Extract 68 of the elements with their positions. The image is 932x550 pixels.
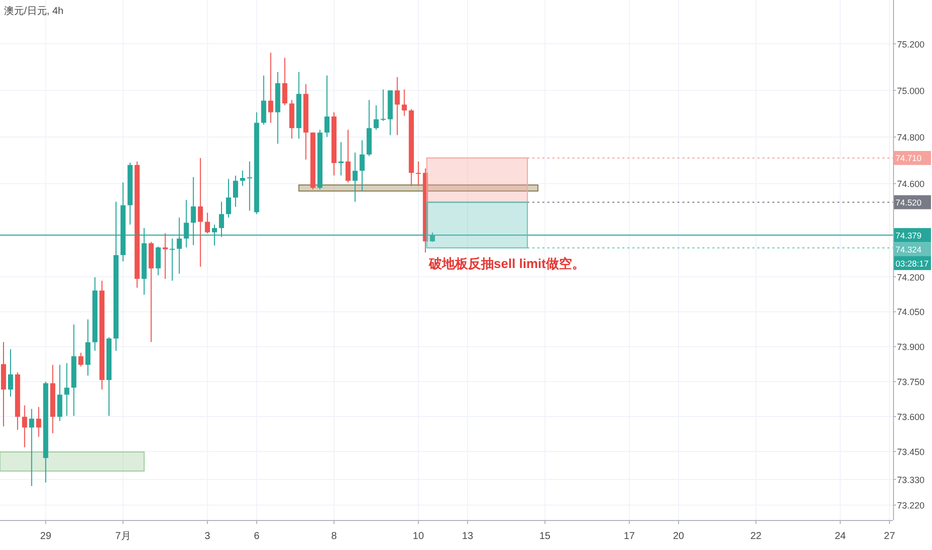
candlestick [212, 224, 217, 246]
candlestick [380, 88, 386, 122]
ref-line-label: 74.520 [896, 197, 922, 208]
candlestick [184, 199, 189, 248]
candlestick [22, 404, 28, 448]
candlestick [170, 238, 175, 282]
y-tick-label: 73.330 [897, 474, 925, 485]
candlestick [64, 362, 70, 416]
x-tick-label: 15 [539, 531, 551, 542]
candlestick [240, 170, 246, 186]
candlestick [198, 157, 203, 268]
x-tick-label: 7月 [115, 531, 131, 542]
candlestick [247, 160, 252, 212]
candlestick [226, 178, 232, 218]
candlestick [324, 74, 330, 138]
x-tick-label: 6 [254, 531, 260, 542]
candlestick [156, 246, 161, 276]
y-tick-label: 73.220 [897, 500, 925, 511]
x-tick-label: 17 [624, 531, 636, 542]
candlestick [352, 152, 358, 202]
candlestick [162, 232, 168, 280]
candlestick [204, 212, 210, 234]
candlestick [282, 57, 288, 106]
candlestick [233, 175, 238, 208]
candlestick [360, 140, 365, 192]
y-tick-label: 73.450 [897, 447, 925, 458]
ref-line-label: 74.379 [896, 230, 922, 240]
candlestick [176, 217, 182, 274]
x-tick-label: 10 [412, 531, 424, 542]
candlestick [430, 232, 435, 242]
candlestick [338, 142, 344, 176]
y-tick-label: 74.800 [897, 132, 925, 142]
x-tick-label: 8 [331, 531, 338, 542]
band-label: 74.324 [896, 244, 922, 254]
annotation: 破地板反抽sell limit做空。 [428, 256, 585, 271]
y-tick-label: 75.000 [897, 86, 925, 96]
candlestick [218, 201, 224, 238]
candlestick [268, 52, 274, 124]
candlestick [346, 129, 351, 183]
y-tick-label: 73.900 [897, 342, 925, 352]
y-tick-label: 74.200 [897, 272, 925, 282]
band-label: 74.710 [896, 153, 922, 164]
y-tick-label: 75.200 [897, 39, 925, 50]
candlestick [261, 74, 266, 126]
candlestick [57, 364, 62, 422]
x-tick-label: 27 [884, 531, 896, 542]
x-tick-label: 3 [204, 531, 211, 542]
x-tick-label: 20 [672, 531, 685, 542]
candlestick [190, 176, 196, 246]
candlestick [8, 348, 14, 398]
candlestick [29, 408, 34, 486]
candlestick [402, 88, 407, 116]
text: 澳元/日元, 4h [4, 5, 64, 17]
candlestick [36, 406, 42, 438]
candlestick [416, 160, 421, 186]
x-tick-label: 29 [40, 531, 52, 542]
candlestick [78, 352, 84, 367]
candlestick [374, 104, 379, 130]
x-tick-label: 24 [834, 531, 846, 542]
y-tick-label: 73.750 [897, 377, 925, 388]
candlestick [394, 76, 400, 136]
price-tag: 03:28:17 [894, 256, 931, 270]
x-tick-label: 13 [462, 531, 474, 542]
x-tick-label: 22 [750, 531, 762, 542]
candlestick [85, 318, 90, 376]
y-tick-label: 74.050 [897, 307, 925, 318]
y-tick-label: 73.600 [897, 412, 925, 422]
y-tick-label: 74.600 [897, 179, 925, 190]
